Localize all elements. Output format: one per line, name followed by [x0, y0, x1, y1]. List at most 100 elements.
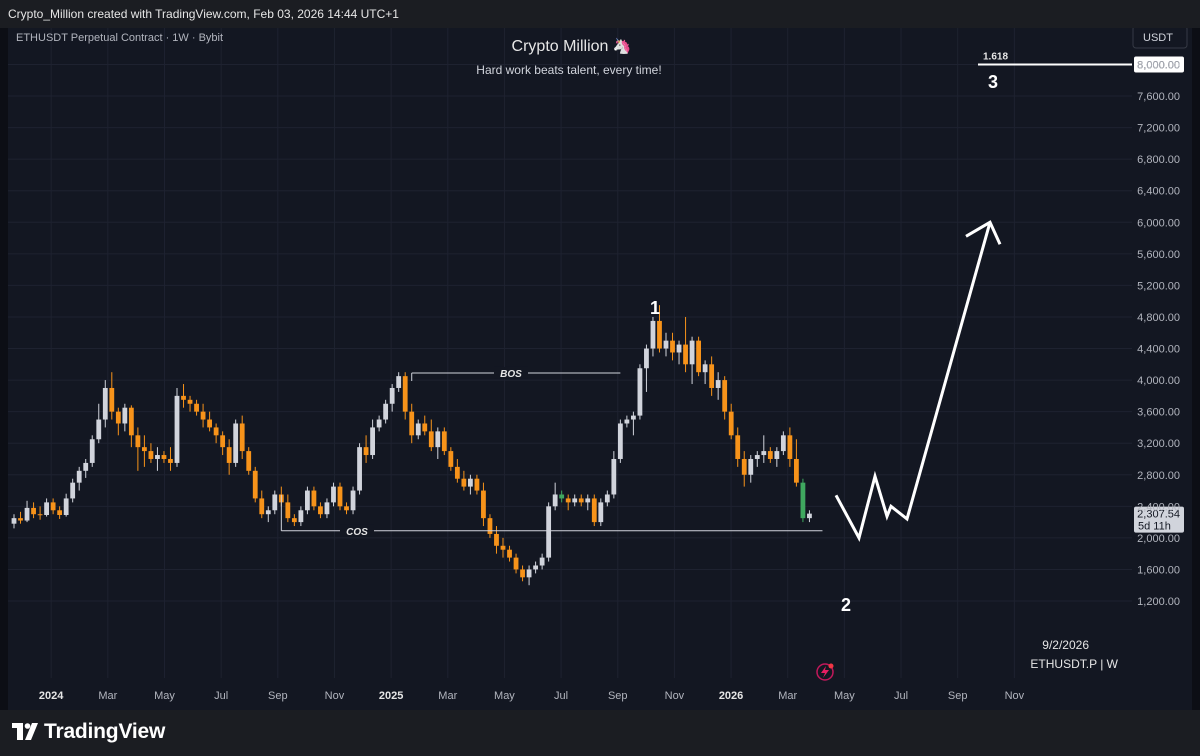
candle: [604, 490, 610, 507]
projection-path: [834, 221, 992, 542]
candle: [89, 435, 95, 467]
candle: [409, 403, 415, 444]
date-label: 9/2/2026: [1042, 638, 1089, 652]
y-tick-label: 7,200.00: [1137, 123, 1180, 135]
x-tick-label: May: [154, 690, 175, 702]
x-tick-label: Mar: [438, 690, 457, 702]
candle: [305, 486, 310, 515]
y-tick-label: 1,200.00: [1137, 596, 1180, 608]
chart-subtitle: Hard work beats talent, every time!: [476, 63, 661, 77]
candle: [246, 447, 252, 475]
candle: [572, 494, 578, 507]
candle: [168, 447, 173, 471]
candle: [370, 419, 375, 459]
candle: [748, 455, 754, 483]
candle: [546, 502, 552, 562]
candle: [683, 316, 688, 373]
x-tick-label: May: [834, 690, 855, 702]
candle: [11, 514, 17, 529]
y-tick-label: 2,400.00: [1137, 501, 1180, 513]
candle: [200, 403, 206, 428]
candle: [174, 387, 180, 467]
candle: [18, 511, 23, 524]
candle: [754, 451, 760, 467]
candle: [474, 474, 480, 495]
currency-button[interactable]: USDT: [1132, 28, 1188, 49]
candle: [402, 372, 408, 420]
y-tick-label: 6,000.00: [1137, 217, 1180, 229]
x-tick-label: Jul: [214, 690, 228, 702]
fib-label: 1.618: [983, 52, 1008, 63]
chart-title: Crypto Million: [512, 38, 609, 55]
candle: [350, 486, 356, 515]
candle: [800, 478, 806, 523]
candle: [181, 384, 186, 408]
candle: [670, 332, 675, 361]
candle: [585, 494, 591, 511]
candle: [513, 553, 519, 574]
x-tick-label: 2024: [39, 690, 64, 702]
cos-label: COS: [346, 527, 368, 538]
candle: [441, 427, 447, 456]
footer: TradingView: [0, 710, 1200, 756]
chart-panel[interactable]: ETHUSDT Perpetual Contract · 1W · Bybit …: [8, 28, 1192, 710]
grid-layer: [8, 28, 1132, 678]
tradingview-logo[interactable]: TradingView: [12, 720, 165, 744]
candle: [122, 403, 128, 432]
candle: [487, 514, 493, 538]
candle: [728, 403, 734, 440]
candle: [187, 395, 193, 412]
y-tick-label: 2,000.00: [1137, 533, 1180, 545]
candle: [794, 439, 799, 487]
candle: [252, 466, 258, 503]
candle: [389, 384, 395, 412]
candle: [559, 490, 565, 503]
candle: [37, 506, 43, 520]
candle: [526, 565, 532, 586]
candle: [774, 447, 780, 467]
candle: [331, 482, 336, 507]
candle: [109, 372, 115, 420]
candle: [57, 506, 63, 519]
y-tick-label: 6,800.00: [1137, 154, 1180, 166]
candle: [631, 411, 636, 436]
candle: [70, 478, 76, 503]
y-tick-label: 5,200.00: [1137, 280, 1180, 292]
candle: [233, 419, 239, 467]
x-tick-label: Jul: [554, 690, 568, 702]
candle: [702, 360, 708, 385]
candle: [63, 493, 69, 517]
currency-button-label[interactable]: USDT: [1143, 32, 1173, 44]
candle: [650, 316, 656, 357]
candle: [50, 498, 56, 515]
candle: [259, 490, 265, 519]
x-tick-label: 2026: [719, 690, 743, 702]
candle: [689, 336, 695, 385]
candle: [741, 451, 747, 487]
candle: [344, 502, 349, 515]
candle: [644, 344, 649, 392]
y-tick-label: 7,600.00: [1137, 91, 1180, 103]
candle-layer: [11, 305, 812, 586]
candle: [194, 399, 199, 416]
y-tick-label: 3,600.00: [1137, 407, 1180, 419]
candle: [807, 510, 812, 523]
candle: [676, 340, 682, 365]
lightning-icon[interactable]: [816, 663, 834, 681]
candle: [383, 399, 389, 424]
candle: [128, 405, 134, 448]
candle: [611, 451, 617, 499]
candle: [448, 447, 454, 471]
candle: [96, 403, 102, 444]
candle: [115, 407, 121, 436]
candle: [507, 545, 512, 562]
chart-svg[interactable]: ETHUSDT Perpetual Contract · 1W · Bybit …: [8, 28, 1192, 710]
candle: [31, 502, 36, 519]
x-tick-label: Sep: [948, 690, 968, 702]
wave-3-label: 3: [988, 72, 998, 92]
candle: [709, 356, 715, 396]
symbol-info: ETHUSDT Perpetual Contract · 1W · Bybit: [16, 32, 223, 44]
candle: [494, 526, 499, 554]
candle: [285, 494, 291, 523]
